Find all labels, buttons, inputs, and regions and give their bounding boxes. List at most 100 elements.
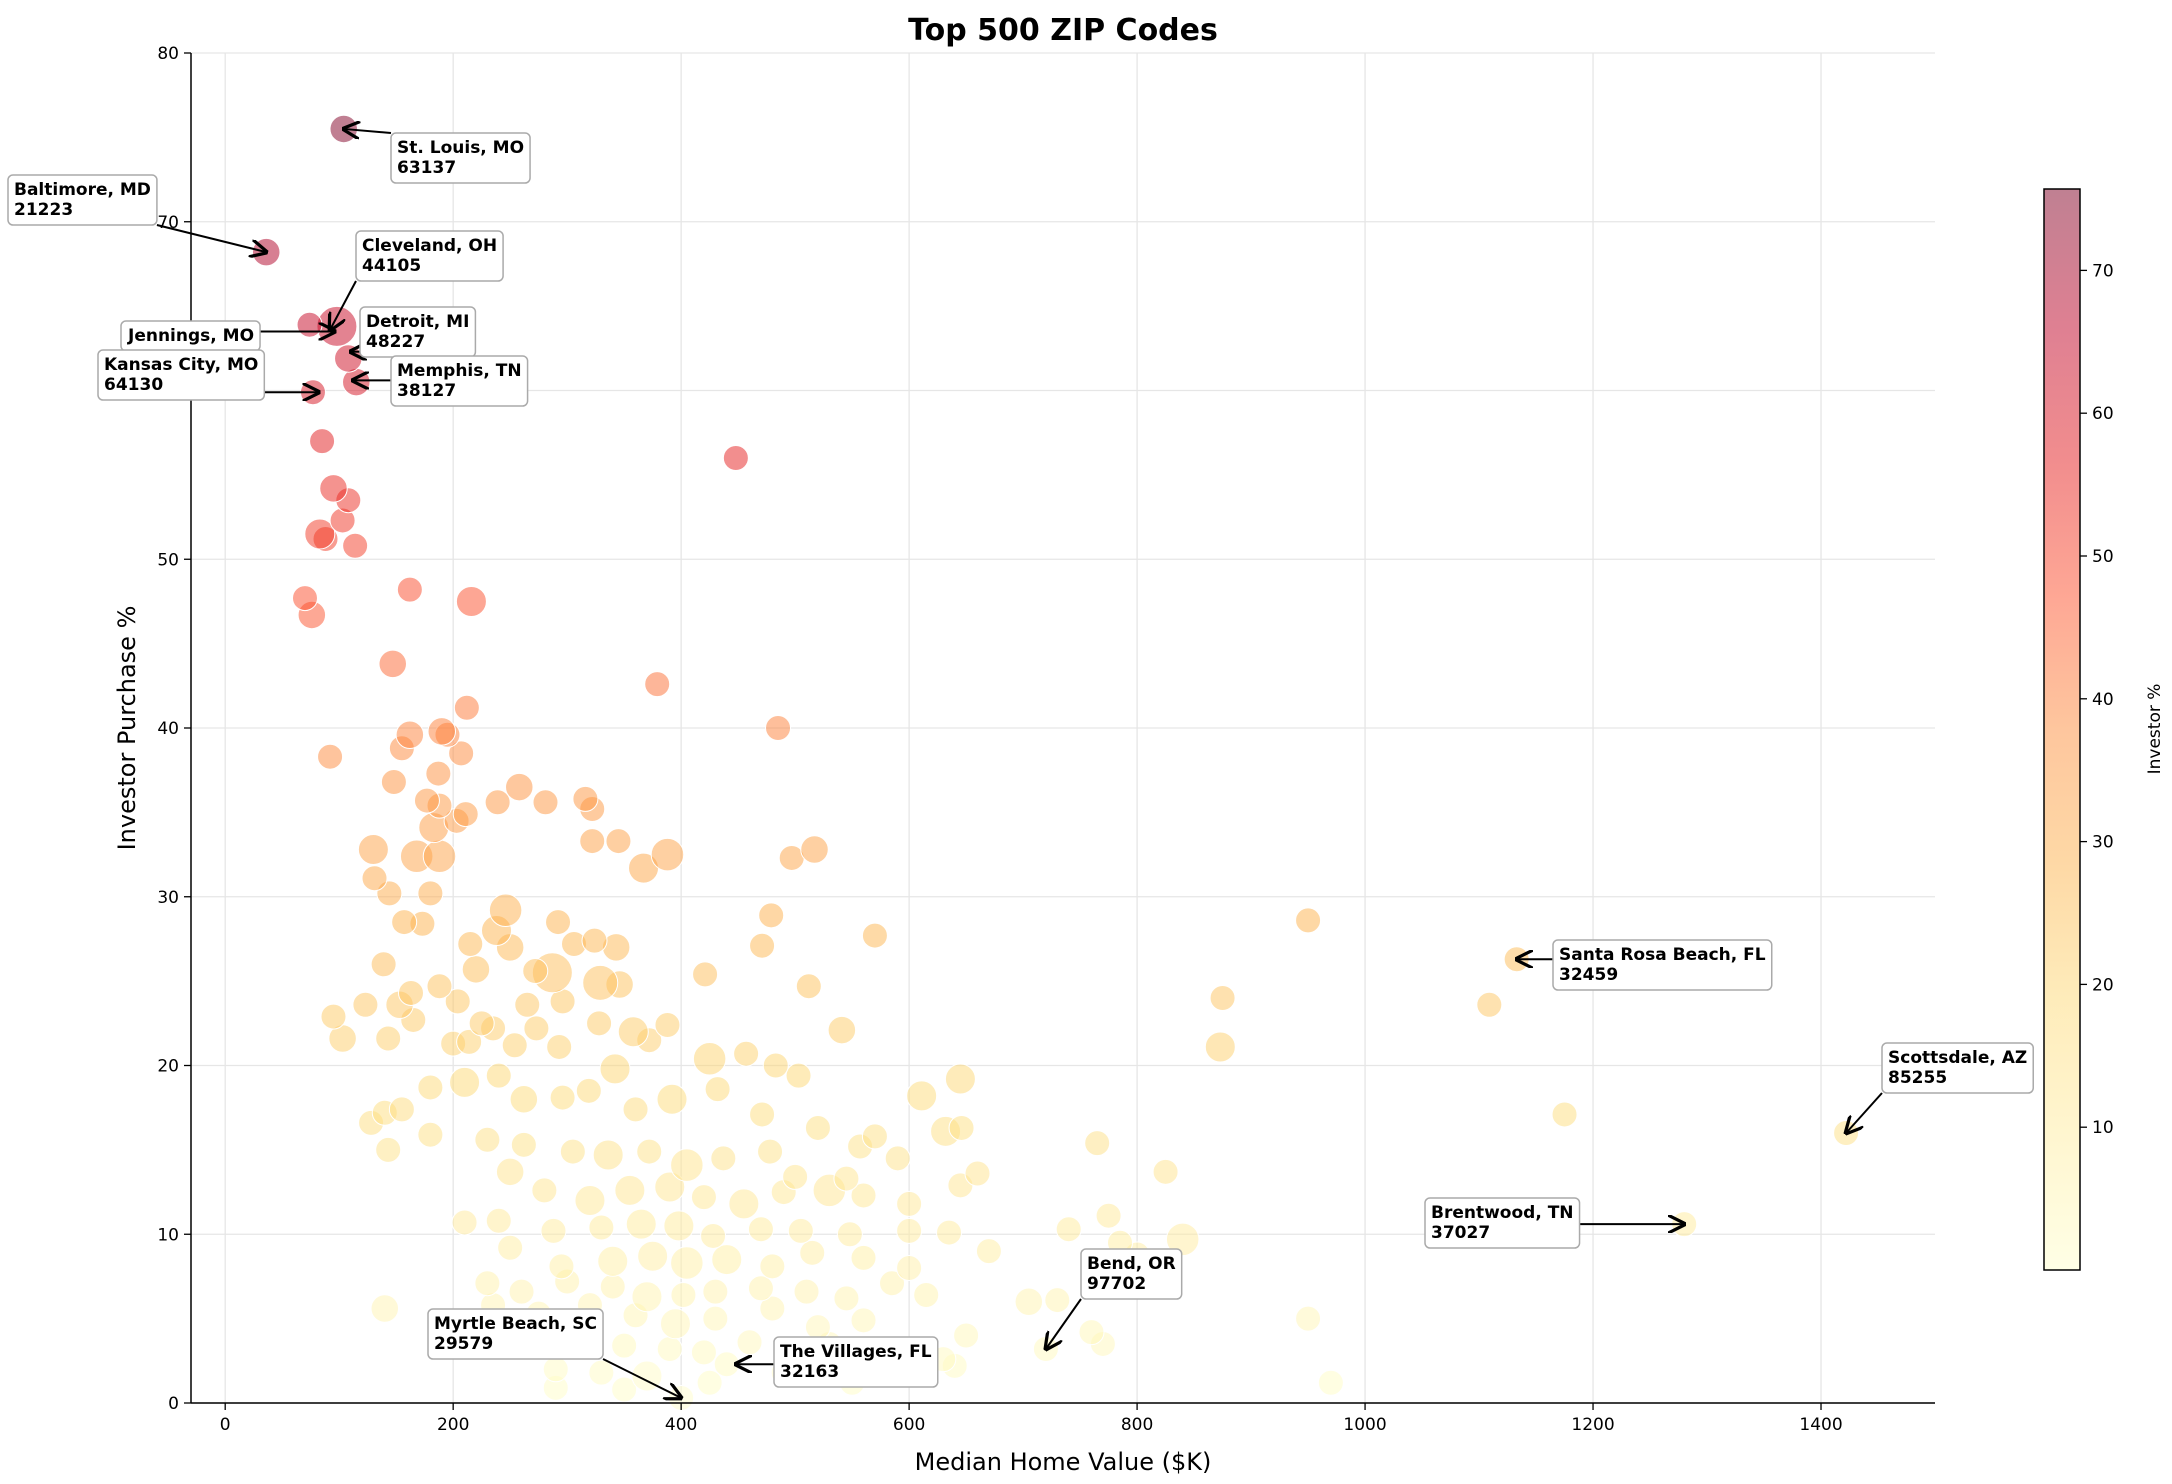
data-point [948, 1114, 975, 1141]
data-point [1078, 1319, 1105, 1346]
data-point [296, 311, 323, 338]
annotation-line: 44105 [362, 256, 421, 276]
annotation: Detroit, MI 48227 [351, 306, 477, 357]
data-point [782, 1163, 809, 1190]
data-point [785, 1062, 812, 1089]
axes: 0200400600800100012001400010203040506070… [157, 44, 1935, 1435]
data-points [251, 114, 1860, 1411]
data-point [531, 1177, 558, 1204]
annotation-text: Detroit, MI 48227 [366, 312, 469, 352]
data-point [444, 988, 471, 1015]
data-point [370, 1294, 400, 1323]
data-point [833, 1165, 860, 1192]
data-point [793, 1278, 820, 1305]
annotation-box [427, 1308, 604, 1360]
data-point [850, 1244, 877, 1271]
data-point [749, 1101, 776, 1128]
data-point [762, 1052, 789, 1079]
data-point [692, 961, 719, 988]
data-point [449, 1066, 481, 1098]
annotation-line: 37027 [1431, 1223, 1490, 1243]
data-point [622, 1096, 649, 1123]
data-point [514, 991, 541, 1018]
x-tick-label: 0 [220, 1415, 231, 1435]
annotation: Jennings, MO [120, 320, 335, 352]
annotation-line: St. Louis, MO [397, 138, 524, 158]
data-point [850, 1307, 877, 1334]
data-point [692, 1042, 727, 1076]
annotation-text: Santa Rosa Beach, FL 32459 [1559, 945, 1766, 985]
data-point [549, 1084, 576, 1111]
data-point [456, 1028, 483, 1055]
data-point [485, 1207, 512, 1234]
annotation-arrow [1046, 1298, 1082, 1349]
data-point [457, 931, 484, 957]
y-tick-label: 70 [157, 213, 179, 233]
x-tick-label: 1000 [1343, 1415, 1386, 1435]
data-point [656, 1083, 688, 1115]
annotation: Santa Rosa Beach, FL 32459 [1517, 939, 1773, 991]
data-point [644, 671, 671, 698]
annotation-line: 21223 [14, 200, 73, 220]
data-point [474, 1270, 501, 1297]
data-point [690, 1339, 717, 1366]
data-point [484, 789, 511, 816]
data-point [896, 1255, 923, 1281]
data-point [599, 1053, 631, 1085]
y-tick-label: 0 [168, 1394, 179, 1414]
annotation-text: Memphis, TN 38127 [397, 361, 522, 401]
data-point [1165, 1222, 1200, 1257]
annotation: Bend, OR 97702 [1046, 1248, 1183, 1349]
data-point [505, 772, 534, 802]
data-point [975, 1238, 1002, 1265]
data-point [804, 1114, 831, 1141]
data-point [1014, 1287, 1044, 1316]
x-axis-label: Median Home Value ($K) [915, 1448, 1212, 1476]
annotation-arrow [1846, 1092, 1883, 1133]
y-tick-label: 80 [157, 44, 179, 64]
annotation-line: 63137 [397, 158, 456, 178]
annotation-line: Scottsdale, AZ [1888, 1048, 2027, 1068]
data-point [861, 1123, 888, 1150]
data-point [334, 344, 363, 373]
data-point [799, 1239, 826, 1266]
annotation-arrow [344, 129, 392, 133]
data-point [765, 715, 792, 741]
data-point [944, 1063, 976, 1095]
data-point [1295, 1305, 1322, 1332]
data-point [380, 769, 407, 795]
data-point [631, 1360, 663, 1392]
y-axis-label: Investor Purchase % [113, 606, 141, 851]
data-point [417, 1074, 444, 1101]
data-point [670, 1282, 697, 1308]
annotation-box [1424, 1197, 1581, 1249]
data-point [696, 1369, 723, 1396]
data-point [391, 909, 418, 936]
data-point [736, 1329, 763, 1356]
data-point [532, 789, 559, 816]
annotation-line: 64130 [104, 375, 163, 395]
annotation-line: 85255 [1888, 1068, 1947, 1088]
data-point [1317, 1369, 1344, 1396]
data-point [663, 1210, 695, 1242]
annotation-box [97, 349, 266, 401]
annotation-line: Cleveland, OH [362, 236, 497, 256]
annotation-text: Brentwood, TN 37027 [1431, 1203, 1574, 1243]
data-point [700, 1222, 727, 1249]
data-point [713, 1351, 740, 1378]
x-tick-label: 400 [665, 1415, 697, 1435]
data-point [488, 893, 523, 927]
annotation-arrow [156, 224, 266, 252]
colorbar-tick-label: 40 [2092, 690, 2114, 710]
y-tick-label: 30 [157, 888, 179, 908]
annotation-box [7, 174, 158, 226]
data-point [690, 1184, 717, 1211]
annotation: Cleveland, OH 44105 [330, 230, 504, 330]
data-point [375, 1025, 402, 1052]
data-point [545, 909, 572, 936]
data-point [461, 955, 491, 984]
annotation-arrow [602, 1358, 681, 1398]
data-point [304, 518, 336, 550]
data-point [704, 1076, 731, 1103]
